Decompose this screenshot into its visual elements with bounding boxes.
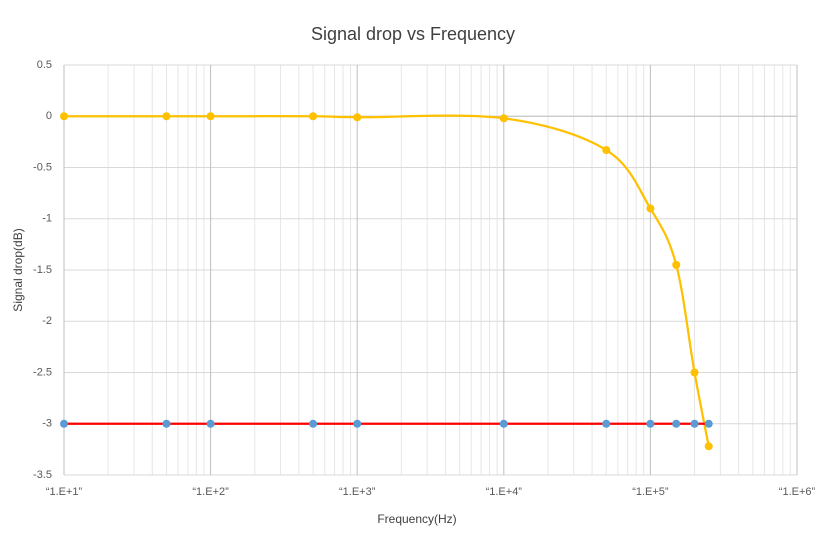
data-point <box>646 204 655 213</box>
y-tick-label: -3.5 <box>33 469 52 481</box>
data-point <box>162 112 171 121</box>
data-point <box>309 419 318 428</box>
y-tick-label: -1 <box>42 213 52 225</box>
y-axis-title: Signal drop(dB) <box>11 228 25 311</box>
y-tick-label: -0.5 <box>33 161 52 173</box>
series-line <box>64 114 710 447</box>
data-point <box>309 112 318 121</box>
data-point <box>690 419 699 428</box>
y-tick-label: -1.5 <box>33 264 52 276</box>
data-point <box>704 419 713 428</box>
data-point <box>206 419 215 428</box>
y-tick-label: -2 <box>42 315 52 327</box>
y-tick-label: 0 <box>46 110 52 122</box>
x-tick-label: “1.E+1” <box>46 486 83 498</box>
data-point <box>704 442 713 451</box>
data-point <box>602 146 611 155</box>
x-tick-label: “1.E+3” <box>339 486 376 498</box>
data-point <box>353 419 362 428</box>
data-point <box>206 112 215 121</box>
data-point <box>60 419 68 428</box>
y-tick-label: -2.5 <box>33 366 52 378</box>
data-point <box>499 114 508 123</box>
x-tick-label: “1.E+4” <box>486 486 523 498</box>
data-point <box>499 419 508 428</box>
y-tick-label: 0.5 <box>37 59 52 71</box>
data-point <box>353 113 362 122</box>
x-tick-label: “1.E+5” <box>632 486 669 498</box>
y-tick-label: -3 <box>42 418 52 430</box>
data-point <box>672 419 681 428</box>
data-point <box>646 419 655 428</box>
data-point <box>162 419 171 428</box>
chart-title: Signal drop vs Frequency <box>311 24 515 44</box>
x-tick-label: “1.E+6” <box>779 486 816 498</box>
data-point <box>602 419 611 428</box>
data-point <box>690 368 699 377</box>
x-axis-title: Frequency(Hz) <box>377 512 456 526</box>
x-tick-label: “1.E+2” <box>192 486 229 498</box>
data-point <box>672 260 681 269</box>
data-point <box>60 112 68 121</box>
